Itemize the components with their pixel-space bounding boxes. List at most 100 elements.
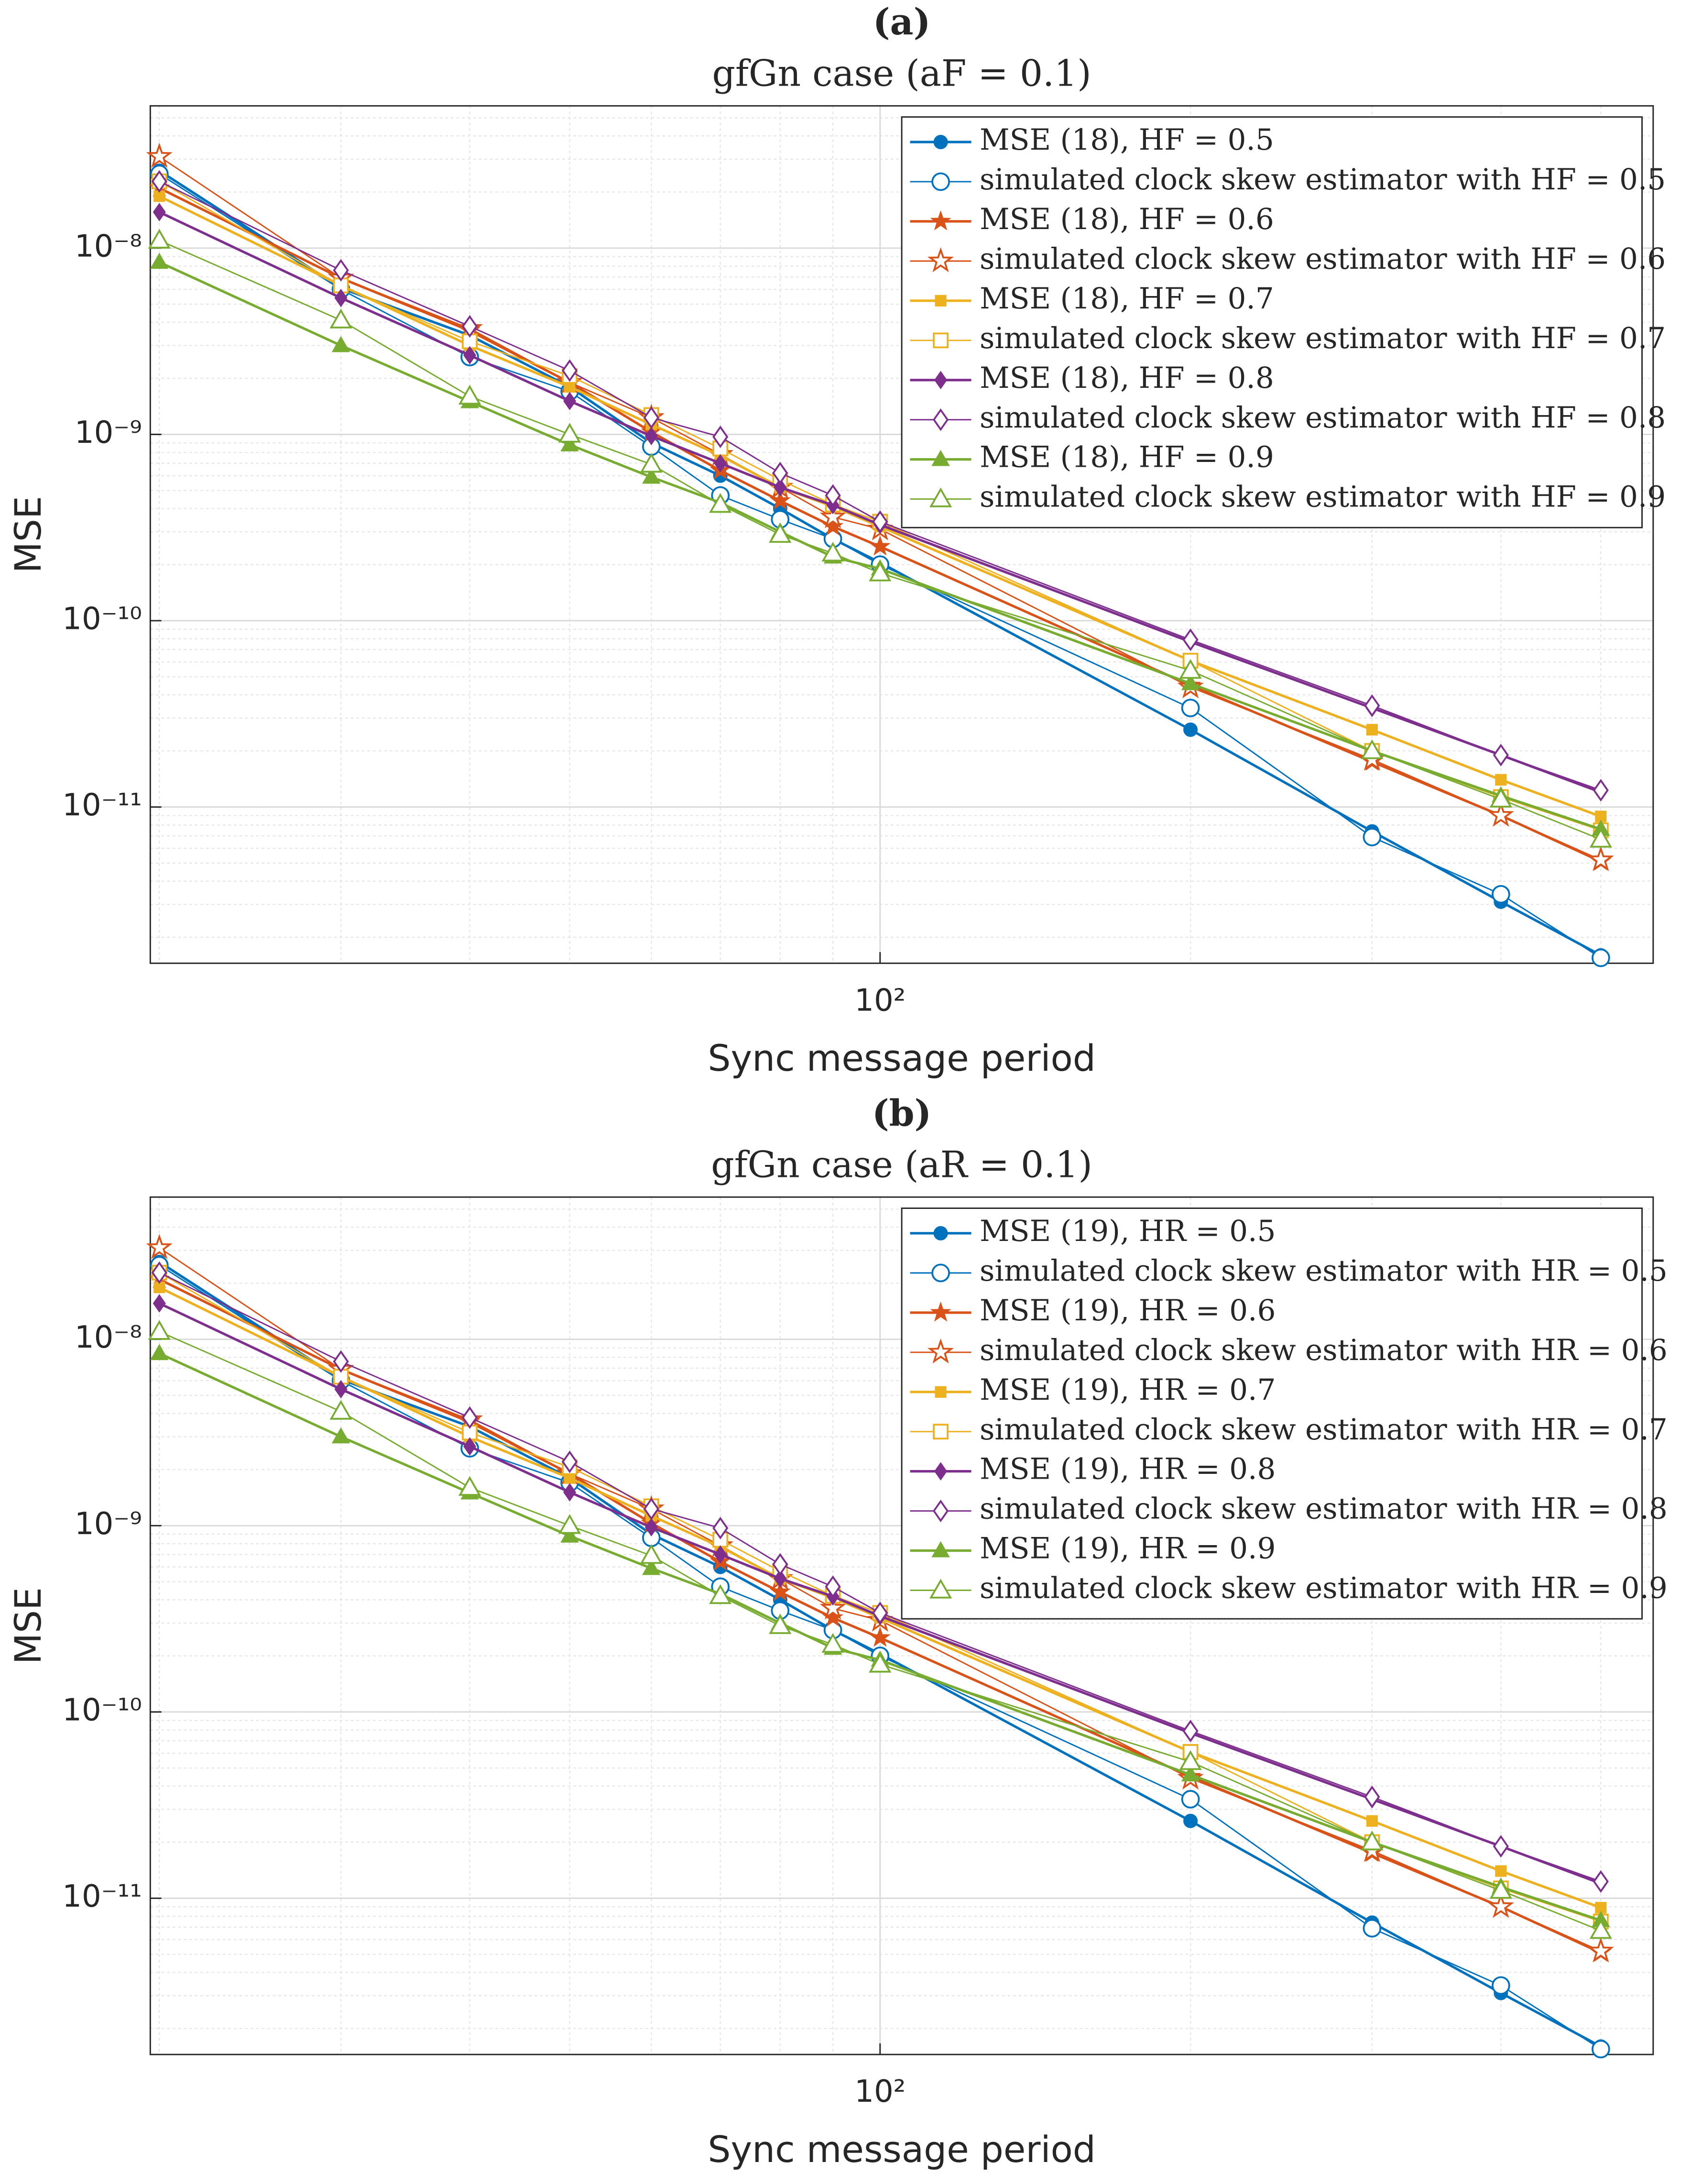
marker (1495, 774, 1507, 786)
marker (712, 425, 729, 449)
marker (769, 1580, 791, 1601)
marker (933, 1226, 948, 1240)
marker (1361, 1830, 1384, 1851)
marker (1491, 1976, 1510, 1995)
marker (1491, 885, 1510, 904)
y-tick-label: 10⁻⁸ (75, 1320, 142, 1355)
marker (1181, 1790, 1200, 1809)
marker (1495, 1865, 1507, 1877)
marker (933, 332, 949, 349)
marker (769, 490, 791, 510)
marker (712, 1516, 729, 1540)
legend-box (901, 1207, 1643, 1620)
marker (458, 384, 481, 405)
legend-label: MSE (19), HR = 0.8 (980, 1452, 1276, 1486)
marker (329, 1400, 352, 1420)
marker (458, 1476, 481, 1496)
axes-box (149, 105, 1654, 964)
legend-label: MSE (19), HR = 0.6 (980, 1294, 1276, 1328)
series (151, 170, 1609, 802)
marker (1587, 1937, 1614, 1963)
panel-label: (a) (873, 0, 931, 43)
y-tick-label: 10⁻¹⁰ (62, 1692, 142, 1728)
marker (709, 1584, 732, 1604)
marker (331, 1427, 350, 1444)
marker (931, 1541, 950, 1558)
marker (563, 1483, 577, 1502)
marker (644, 1518, 658, 1536)
marker (1181, 1765, 1200, 1782)
legend-label: MSE (18), HF = 0.6 (980, 202, 1274, 236)
marker (561, 359, 578, 382)
marker (772, 1553, 788, 1576)
marker (148, 1320, 171, 1340)
marker (1493, 1835, 1509, 1858)
marker (774, 478, 787, 497)
marker (934, 1462, 948, 1481)
panel-label: (b) (872, 1092, 931, 1134)
legend-label: MSE (19), HR = 0.7 (980, 1373, 1276, 1407)
y-tick-label: 10⁻⁹ (75, 1506, 142, 1542)
marker (642, 467, 661, 484)
legend-box (901, 116, 1643, 528)
marker (333, 277, 349, 294)
marker (558, 423, 581, 443)
marker (563, 392, 577, 410)
x-tick-label: 10² (854, 2074, 906, 2109)
marker (932, 408, 949, 431)
legend-label: simulated clock skew estimator with HR =… (980, 1571, 1668, 1605)
marker (931, 172, 950, 191)
marker (1361, 739, 1384, 759)
marker (1593, 779, 1609, 802)
marker (153, 1282, 165, 1294)
legend-label: MSE (18), HF = 0.8 (980, 361, 1274, 395)
marker (148, 229, 171, 249)
legend-label: simulated clock skew estimator with HF =… (980, 321, 1666, 355)
marker (932, 1499, 949, 1523)
legend-label: MSE (19), HR = 0.5 (980, 1214, 1276, 1248)
marker (1183, 722, 1198, 737)
marker (714, 1545, 727, 1564)
marker (930, 1301, 951, 1322)
marker (151, 170, 167, 193)
marker (825, 1575, 841, 1598)
marker (927, 247, 954, 273)
marker (334, 1380, 348, 1399)
marker (146, 1234, 173, 1259)
y-tick-label: 10⁻¹¹ (62, 788, 142, 823)
y-axis-label: MSE (7, 1587, 49, 1664)
marker (1364, 1785, 1380, 1809)
marker (933, 1424, 949, 1440)
marker (872, 510, 888, 533)
y-tick-label: 10⁻¹⁰ (62, 602, 142, 637)
marker (1595, 1902, 1607, 1914)
marker (560, 435, 579, 451)
marker (153, 203, 166, 221)
marker (929, 1579, 952, 1599)
marker (872, 1602, 888, 1624)
series (148, 229, 1612, 848)
marker (709, 493, 732, 513)
x-axis-label: Sync message period (708, 1037, 1095, 1079)
marker (461, 315, 478, 338)
marker (463, 1437, 477, 1456)
marker (1179, 659, 1202, 679)
marker (934, 371, 948, 390)
legend-label: simulated clock skew estimator with HF =… (980, 480, 1666, 514)
marker (1182, 1720, 1199, 1743)
marker (1489, 1879, 1512, 1899)
marker (151, 1261, 167, 1284)
marker (1591, 948, 1610, 967)
x-tick-label: 10² (854, 983, 906, 1018)
marker (931, 1263, 950, 1283)
x-axis-label: Sync message period (708, 2129, 1095, 2171)
marker (150, 252, 169, 269)
marker (769, 1614, 792, 1634)
marker (1179, 1750, 1202, 1770)
marker (819, 1594, 846, 1620)
marker (772, 461, 788, 484)
marker (1181, 699, 1200, 717)
marker (643, 406, 659, 429)
